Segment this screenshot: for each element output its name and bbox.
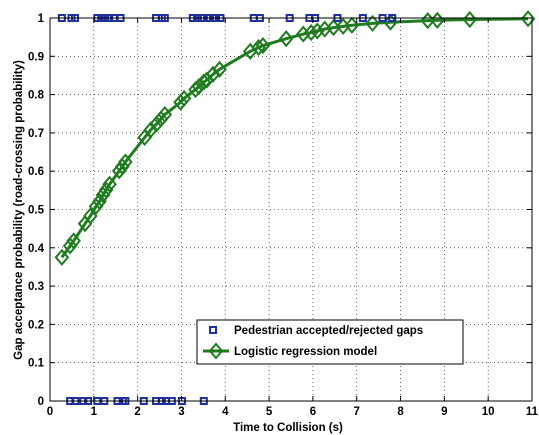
regression-diamond-marker (82, 207, 98, 225)
regression-diamond-marker (149, 115, 164, 133)
axis-ticks: 0 1 2 3 4 5 6 7 8 9 10 11 0 0.1 0.2 0.3 0.4 0.5 0.6 0.7 0.8 0… (28, 13, 539, 418)
y-tick-label: 0.8 (28, 90, 45, 102)
regression-diamond-marker (92, 192, 107, 210)
y-axis-label: Gap acceptance probability (road-crossin… (13, 60, 25, 360)
x-tick-label: 6 (310, 406, 316, 418)
legend-diamond-marker (208, 342, 224, 360)
regression-diamond-marker (365, 14, 380, 32)
regression-diamond-marker (176, 89, 192, 107)
x-tick-label: 11 (526, 406, 539, 418)
x-tick-label: 3 (178, 406, 184, 418)
y-tick-label: 0.6 (28, 166, 44, 178)
regression-diamond-marker (157, 105, 173, 124)
regression-diamond-marker (98, 181, 114, 199)
regression-diamond-marker (153, 110, 169, 128)
regression-diamond-marker (54, 248, 70, 266)
y-tick-label: 0.4 (28, 243, 45, 255)
x-axis-label: Time to Collision (s) (233, 422, 343, 434)
y-tick-label: 0.5 (28, 205, 45, 217)
x-tick-label: 4 (222, 406, 229, 418)
x-tick-label: 1 (91, 406, 98, 418)
regression-diamond-marker (212, 60, 227, 78)
regression-diamond-marker (62, 237, 78, 255)
regression-diamond-marker (143, 121, 159, 139)
regression-diamond-marker (102, 175, 117, 193)
regression-diamond-marker (66, 232, 81, 250)
y-tick-label: 0 (38, 396, 44, 408)
regression-diamond-marker (114, 158, 130, 176)
regression-diamond-marker (295, 25, 311, 43)
regression-diamond-marker (520, 10, 536, 28)
regression-diamond-marker (188, 81, 203, 99)
regression-diamond-marker (251, 38, 266, 57)
regression-diamond-marker (196, 73, 212, 91)
legend-item-logistic-regression: Logistic regression model (203, 342, 377, 360)
x-tick-label: 7 (354, 406, 360, 418)
regression-diamond-marker (309, 22, 325, 40)
regression-diamond-marker (111, 162, 127, 180)
legend-label-gaps: Pedestrian accepted/rejected gaps (234, 325, 423, 337)
legend-label-logistic: Logistic regression model (234, 346, 377, 358)
x-tick-label: 5 (266, 406, 273, 418)
y-tick-label: 0.3 (28, 281, 44, 293)
regression-diamond-marker (88, 197, 104, 215)
legend-box (196, 319, 464, 365)
regression-diamond-marker (303, 24, 319, 42)
regression-diamond-marker (118, 153, 133, 171)
x-tick-label: 2 (134, 406, 140, 418)
x-tick-label: 10 (482, 406, 495, 418)
y-tick-label: 1 (38, 13, 45, 25)
y-tick-label: 0.9 (28, 51, 44, 63)
x-tick-label: 9 (441, 406, 447, 418)
regression-diamond-marker (173, 93, 188, 111)
regression-diamond-marker (95, 186, 111, 204)
x-tick-label: 0 (47, 406, 53, 418)
y-tick-label: 0.7 (28, 128, 44, 140)
x-tick-label: 8 (397, 406, 404, 418)
logistic-regression-line (60, 17, 529, 259)
y-tick-label: 0.1 (28, 358, 45, 370)
regression-diamond-marker (462, 10, 478, 29)
regression-diamond-marker (191, 78, 207, 96)
regression-diamond-marker (344, 16, 360, 34)
legend-item-accepted-rejected-gaps: Pedestrian accepted/rejected gaps (209, 325, 423, 337)
legend-square-marker (209, 326, 217, 334)
legend: Pedestrian accepted/rejected gaps Logist… (196, 319, 464, 365)
regression-diamond-marker (255, 37, 271, 55)
y-tick-label: 0.2 (28, 319, 44, 331)
regression-diamond-marker (278, 30, 294, 48)
